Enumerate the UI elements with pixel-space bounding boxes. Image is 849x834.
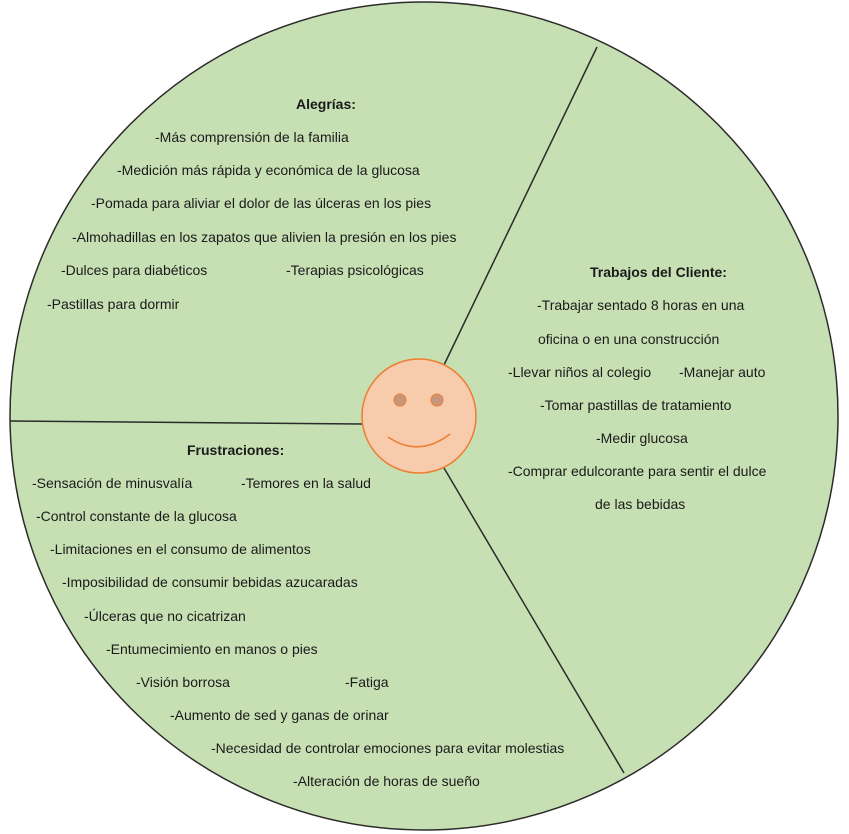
frustraciones-item: -Alteración de horas de sueño [293, 773, 480, 789]
trabajos-title: Trabajos del Cliente: [590, 264, 727, 280]
smiley-face-circle [361, 358, 477, 474]
divider-left [9, 420, 363, 425]
smiley-mouth [387, 433, 451, 448]
trabajos-item: -Medir glucosa [596, 430, 688, 446]
frustraciones-item: -Limitaciones en el consumo de alimentos [50, 541, 311, 557]
alegrias-item: -Pomada para aliviar el dolor de las úlc… [91, 195, 432, 211]
alegrias-item: -Dulces para diabéticos [61, 262, 208, 278]
smiley-right-eye [430, 393, 444, 407]
alegrias-title: Alegrías: [296, 96, 356, 112]
trabajos-item: -Trabajar sentado 8 horas en una [537, 297, 745, 313]
smiley-left-eye [393, 393, 407, 407]
frustraciones-item: -Visión borrosa [136, 674, 230, 690]
frustraciones-item: -Fatiga [345, 674, 389, 690]
alegrias-item: -Más comprensión de la familia [155, 129, 349, 145]
trabajos-item: -Tomar pastillas de tratamiento [540, 397, 732, 413]
trabajos-item: oficina o en una construcción [538, 331, 720, 347]
alegrias-item: -Pastillas para dormir [47, 296, 180, 312]
frustraciones-item: -Control constante de la glucosa [36, 508, 237, 524]
trabajos-item: -Manejar auto [679, 364, 766, 380]
trabajos-item: -Llevar niños al colegio [508, 364, 652, 380]
frustraciones-item: -Sensación de minusvalía [32, 475, 193, 491]
frustraciones-item: -Úlceras que no cicatrizan [84, 608, 246, 624]
frustraciones-item: -Temores en la salud [241, 475, 371, 491]
smiley-face-icon [361, 358, 477, 474]
divider-top-right [443, 46, 598, 366]
alegrias-item: -Almohadillas en los zapatos que alivien… [72, 229, 457, 245]
alegrias-item: -Terapias psicológicas [286, 262, 424, 278]
divider-bottom-right [443, 467, 625, 774]
trabajos-item: de las bebidas [595, 496, 686, 512]
alegrias-item: -Medición más rápida y económica de la g… [117, 162, 420, 178]
frustraciones-title: Frustraciones: [187, 442, 285, 458]
trabajos-item: -Comprar edulcorante para sentir el dulc… [508, 463, 767, 479]
frustraciones-item: -Imposibilidad de consumir bebidas azuca… [62, 574, 358, 590]
frustraciones-item: -Entumecimiento en manos o pies [106, 641, 318, 657]
frustraciones-item: -Aumento de sed y ganas de orinar [170, 707, 389, 723]
frustraciones-item: -Necesidad de controlar emociones para e… [211, 740, 565, 756]
